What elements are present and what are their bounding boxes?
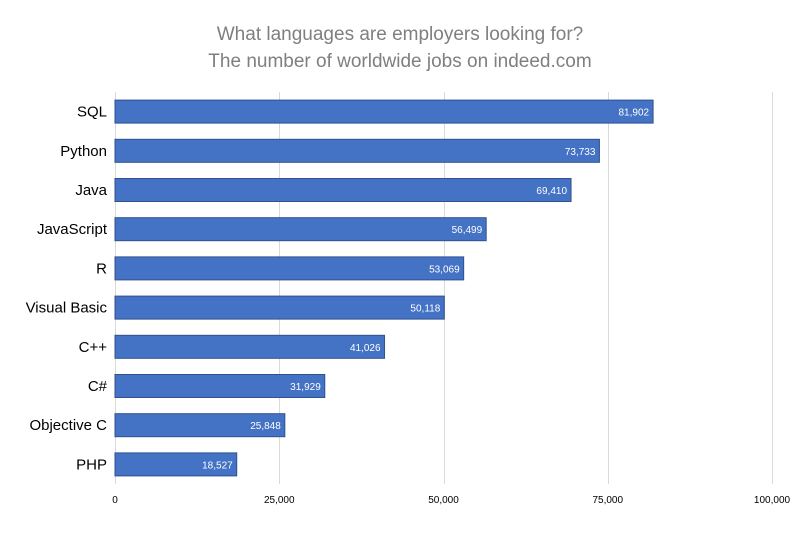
category-label: Python bbox=[60, 143, 107, 160]
chart-subtitle: The number of worldwide jobs on indeed.c… bbox=[208, 51, 592, 72]
category-label: JavaScript bbox=[37, 221, 108, 238]
category-label: Visual Basic bbox=[26, 300, 108, 317]
bar-javascript bbox=[114, 217, 487, 242]
data-label: 56,499 bbox=[452, 225, 483, 236]
bar-visual-basic bbox=[114, 295, 445, 320]
data-label: 18,527 bbox=[202, 460, 233, 471]
data-label: 50,118 bbox=[410, 304, 440, 315]
bar-r bbox=[114, 256, 465, 281]
category-label: Java bbox=[75, 182, 107, 199]
category-label: R bbox=[96, 260, 107, 277]
category-label: PHP bbox=[76, 456, 107, 473]
bar-objective-c bbox=[114, 413, 286, 438]
data-label: 69,410 bbox=[536, 186, 567, 197]
bar-java bbox=[114, 178, 572, 202]
x-tick-label: 0 bbox=[112, 495, 118, 506]
data-label: 31,929 bbox=[290, 382, 321, 393]
category-labels: SQL Python Java JavaScript R Visual Basic C++ C… bbox=[26, 104, 108, 474]
bar-php bbox=[114, 452, 238, 477]
bar-c- bbox=[114, 374, 326, 398]
x-tick-label: 75,000 bbox=[592, 495, 623, 506]
bar-sql bbox=[114, 99, 654, 124]
category-label: Objective C bbox=[29, 417, 107, 434]
data-label: 53,069 bbox=[429, 264, 460, 275]
bar-python bbox=[114, 138, 600, 163]
data-label: 81,902 bbox=[619, 108, 650, 119]
x-tick-label: 50,000 bbox=[428, 495, 459, 506]
category-label: SQL bbox=[77, 104, 107, 121]
data-label: 41,026 bbox=[350, 343, 381, 354]
data-label: 25,848 bbox=[250, 421, 281, 432]
bars: 81,902 73,733 69,410 56,499 53,069 50,118 41,0… bbox=[114, 99, 654, 477]
x-axis-ticks: 0 25,000 50,000 75,000 100,000 bbox=[112, 495, 790, 506]
x-tick-label: 100,000 bbox=[754, 495, 791, 506]
bar-c- bbox=[114, 334, 386, 359]
category-label: C++ bbox=[79, 339, 108, 356]
category-label: C# bbox=[88, 378, 108, 395]
x-tick-label: 25,000 bbox=[264, 495, 295, 506]
data-label: 73,733 bbox=[565, 147, 596, 158]
chart-title: What languages are employers looking for… bbox=[216, 24, 584, 45]
